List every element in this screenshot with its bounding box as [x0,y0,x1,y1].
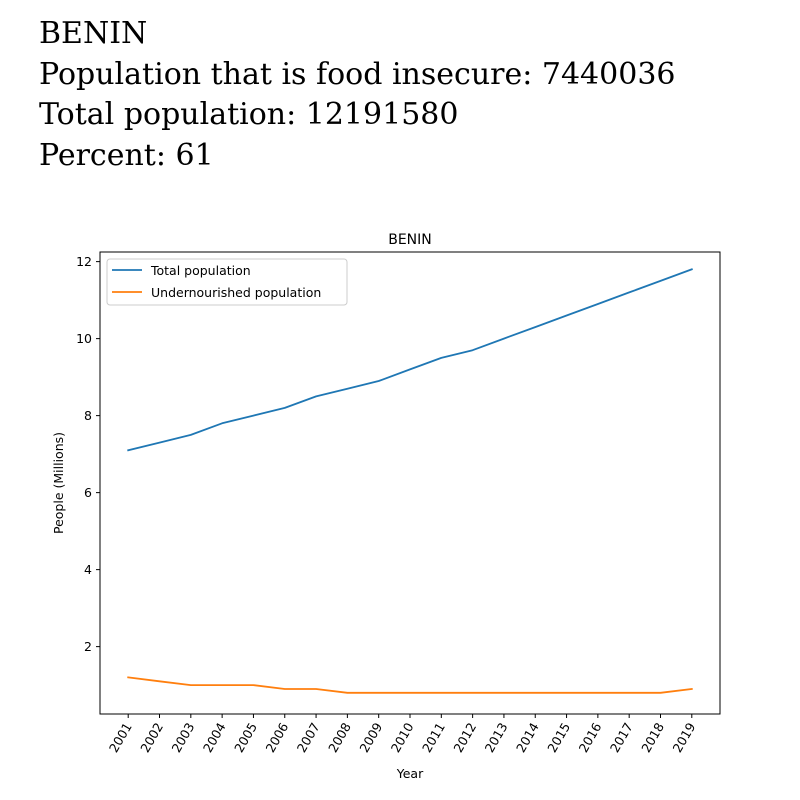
x-tick-label-2010: 2010 [388,720,417,755]
y-tick-label-8: 8 [84,408,92,423]
x-tick-label-2007: 2007 [294,720,323,755]
axes: 2001 2002 2003 2004 2005 2006 2007 2008 2009 2010… [76,254,698,755]
x-tick-label-2004: 2004 [200,720,229,755]
x-tick-label-2002: 2002 [137,720,166,755]
food-insecure-line: Population that is food insecure: 744003… [39,56,676,92]
legend-box [106,258,348,306]
chart-title: BENIN [388,232,432,248]
x-axis-label: Year [396,766,424,781]
y-tick-label-6: 6 [84,485,92,500]
x-tick-label-2012: 2012 [450,720,479,755]
x-tick-label-2019: 2019 [670,720,699,755]
country-name: BENIN [39,16,148,51]
x-tick-label-2011: 2011 [419,720,448,755]
legend-label-undernourished: Undernourished population [151,285,321,300]
x-tick-label-2015: 2015 [544,720,573,755]
total-population-line: Total population: 12191580 [39,97,459,132]
x-tick-label-2003: 2003 [169,720,198,755]
x-tick-label-2009: 2009 [356,720,385,755]
x-tick-label-2016: 2016 [576,720,605,755]
y-tick-label-10: 10 [76,331,92,346]
x-tick-label-2014: 2014 [513,720,542,755]
y-tick-label-12: 12 [76,254,92,269]
x-tick-label-2018: 2018 [638,720,667,755]
plot-frame [99,251,721,715]
legend-label-total: Total population [150,263,251,278]
series-layer [127,268,693,694]
x-tick-label-2008: 2008 [325,720,354,755]
y-tick-label-2: 2 [84,639,92,654]
x-tick-label-2001: 2001 [106,720,135,755]
x-tick-label-2005: 2005 [231,720,260,755]
summary-header: BENIN Population that is food insecure: … [39,14,676,176]
series-line-total-population [127,268,693,452]
y-tick-label-4: 4 [84,562,92,577]
x-tick-label-2017: 2017 [607,720,636,755]
x-tick-label-2006: 2006 [262,720,291,755]
series-line-undernourished-population [127,676,693,694]
percent-line: Percent: 61 [39,137,214,173]
x-tick-label-2013: 2013 [482,720,511,755]
legend: Total population Undernourished populati… [106,258,348,306]
y-axis-label: People (Millions) [51,432,66,534]
